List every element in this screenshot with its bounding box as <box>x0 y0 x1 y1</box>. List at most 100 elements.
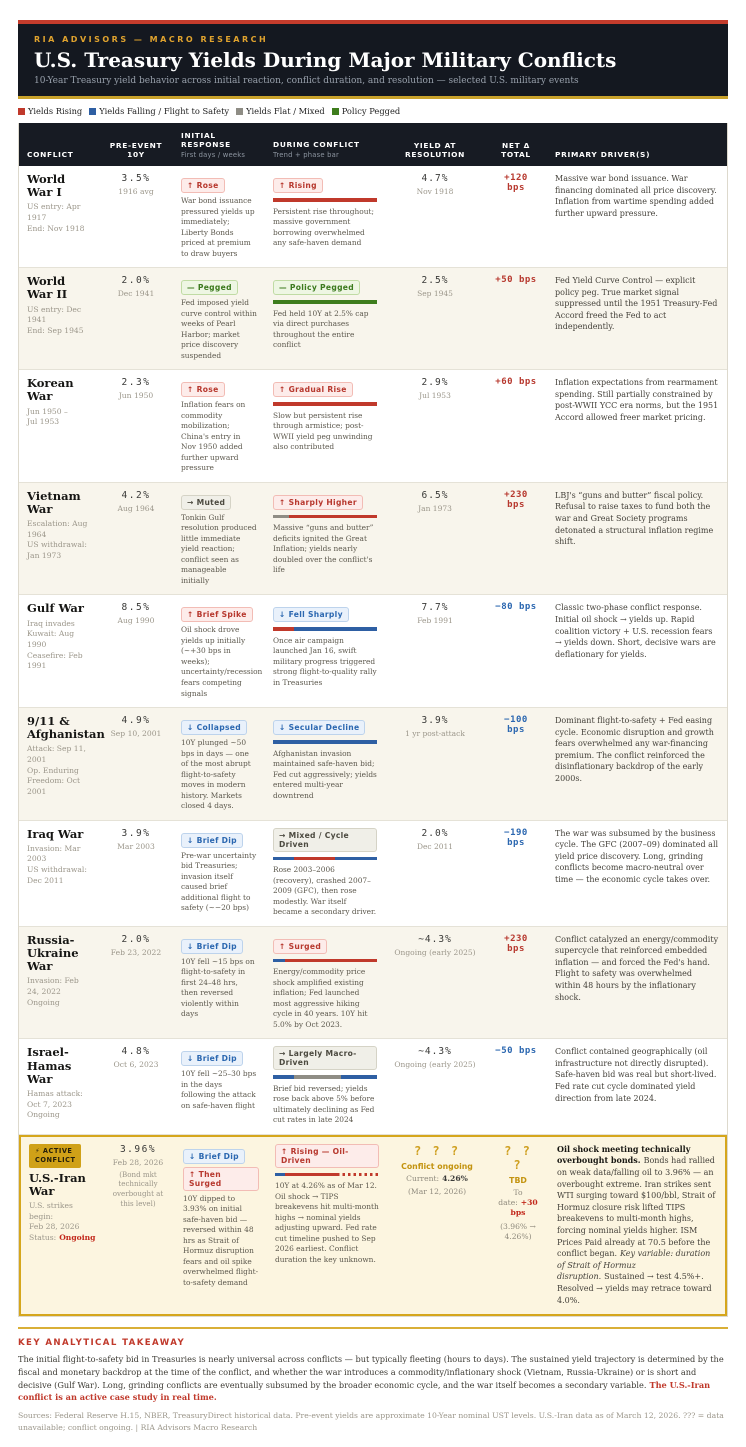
resolution-cell: ~4.3% Ongoing (early 2025) <box>385 1039 485 1134</box>
driver-cell: LBJ's “guns and butter” fiscal policy. R… <box>547 483 727 595</box>
trend-badge: ↓ Brief Dip <box>181 938 243 954</box>
trend-badge: ↑ Gradual Rise <box>273 382 353 398</box>
pre-event-cell: 4.2% Aug 1964 <box>99 483 173 595</box>
driver-text: Oil shock meeting technically overbought… <box>557 1144 717 1306</box>
legend-item: Policy Pegged <box>331 106 401 116</box>
conflict-name: Iraq War <box>27 826 84 841</box>
pre-event-date: Jun 1950 <box>118 391 154 401</box>
trend-badge: ↑ Brief Spike <box>181 607 253 623</box>
legend-item: Yields Rising <box>18 106 82 116</box>
legend: Yields Rising Yields Falling / Flight to … <box>18 106 728 116</box>
initial-response-text: Pre-war uncertainty bid Treasuries; inva… <box>181 850 257 913</box>
table-row: 9/11 & Afghanistan Attack: Sep 11, 2001 Op… <box>19 708 727 821</box>
resolution-cell: 2.9% Jul 1953 <box>385 370 485 482</box>
resolution-current-value: 4.26% <box>442 1173 468 1183</box>
trend-badge: ↓ Brief Dip <box>183 1148 245 1164</box>
driver-cell: Oil shock meeting technically overbought… <box>549 1137 725 1314</box>
footer: KEY ANALYTICAL TAKEAWAY The initial flig… <box>18 1338 728 1433</box>
resolution-current: Current: 4.26% <box>395 1174 479 1184</box>
during-conflict-cell: — Policy Pegged Fed held 10Y at 2.5% cap … <box>265 268 385 369</box>
driver-body: Conflict contained geographically (oil i… <box>555 1047 717 1103</box>
phase-bar-segment <box>273 740 377 744</box>
resolution-date: Sep 1945 <box>417 289 453 299</box>
takeaway-text: The initial flight-to-safety bid in Trea… <box>18 1353 728 1404</box>
resolution-cell: 7.7% Feb 1991 <box>385 595 485 707</box>
resolution-cell: 3.9% 1 yr post-attack <box>385 708 485 820</box>
conflict-date: Ongoing <box>27 1110 60 1120</box>
pre-event-cell: 2.3% Jun 1950 <box>99 370 173 482</box>
initial-response-cell: ↑ Rose Inflation fears on commodity mobil… <box>173 370 265 482</box>
trend-badge-row: ↑ Brief Spike <box>181 602 257 625</box>
column-header: YIELD AT RESOLUTION <box>385 123 485 166</box>
driver-text: The war was subsumed by the business cyc… <box>555 828 719 886</box>
net-delta-value: −100 bps <box>504 715 528 736</box>
pre-event-date: Aug 1964 <box>117 503 155 513</box>
resolution-value: 2.0% <box>421 827 449 839</box>
resolution-cell: 4.7% Nov 1918 <box>385 166 485 267</box>
phase-bar <box>273 958 377 963</box>
trend-badge-row: ↓ Collapsed <box>181 715 257 738</box>
active-conflict-badge-line: CONFLICT <box>35 1155 76 1164</box>
net-delta-value: +230 bps <box>504 933 528 954</box>
net-delta-value: +60 bps <box>495 377 537 388</box>
legend-swatch-icon <box>331 107 339 115</box>
driver-cell: Inflation expectations from rearmament s… <box>547 370 727 482</box>
conflict-name: Israel-Hamas War <box>27 1045 72 1086</box>
initial-response-cell: ↑ Rose War bond issuance pressured yields… <box>173 166 265 267</box>
driver-text: Conflict catalyzed an energy/commodity s… <box>555 934 719 1004</box>
pre-event-cell: 3.96% Feb 28, 2026 (Bond mkt technically o… <box>101 1137 175 1314</box>
pre-event-date: Aug 1990 <box>117 616 155 626</box>
initial-response-cell: ↓ Brief Dip Pre-war uncertainty bid Treas… <box>173 821 265 926</box>
conflict-date: Invasion: Mar 2003 <box>27 843 81 864</box>
resolution-value: 4.7% <box>421 173 449 184</box>
conflict-date: Attack: Sep 11, 2001 <box>27 744 86 765</box>
trend-badge: → Muted <box>181 494 232 510</box>
conflict-date: Invasion: Feb 24, 2022 <box>27 976 79 996</box>
legend-swatch-icon <box>236 107 244 115</box>
during-conflict-cell: ↑ Rising Persistent rise throughout; mass… <box>265 166 385 267</box>
conflict-cell: Israel-Hamas War Hamas attack: Oct 7, 202… <box>19 1039 99 1134</box>
trend-badge-row: ↑ Rising <box>273 173 377 196</box>
trend-badge-row: ↑ Rising — Oil-Driven <box>275 1143 379 1171</box>
during-conflict-text: Massive “guns and butter” deficits ignit… <box>273 523 374 575</box>
during-conflict-cell: ↓ Secular Decline Afghanistan invasion ma… <box>265 708 385 820</box>
pre-event-date: Oct 6, 2023 <box>113 1060 159 1070</box>
trend-badge: ↓ Brief Dip <box>181 1051 243 1067</box>
conflict-date: End: Sep 1945 <box>27 325 84 335</box>
pre-event-cell: 4.9% Sep 10, 2001 <box>99 708 173 820</box>
conflict-cell: Gulf War Iraq invades Kuwait: Aug 1990 Cea… <box>19 595 99 707</box>
driver-cell: Dominant flight-to-safety + Fed easing c… <box>547 708 727 820</box>
page-title: U.S. Treasury Yields During Major Milita… <box>34 48 617 72</box>
driver-body: Dominant flight-to-safety + Fed easing c… <box>555 716 714 783</box>
net-delta-value: −50 bps <box>495 1046 537 1057</box>
legend-label: Policy Pegged <box>341 106 401 116</box>
column-header-sub: Trend + phase bar <box>273 151 339 159</box>
phase-bar <box>275 1172 379 1177</box>
column-header-label: NET Δ TOTAL <box>501 141 531 159</box>
table-row: Vietnam War Escalation: Aug 1964 US withdr… <box>19 482 727 596</box>
net-delta-value: +120 bps <box>504 173 528 193</box>
driver-cell: Fed Yield Curve Control — explicit polic… <box>547 268 727 369</box>
resolution-date: Dec 2011 <box>416 841 454 851</box>
column-header-label: DURING CONFLICT <box>273 140 360 149</box>
resolution-value: 2.5% <box>421 275 449 287</box>
resolution-value: ~4.3% <box>418 1046 452 1058</box>
phase-bar-segment <box>273 402 377 406</box>
conflict-name: Korean War <box>27 376 74 404</box>
phase-bar-segment <box>275 1172 286 1177</box>
conflict-date: Jun 1950 – <box>27 406 68 416</box>
conflict-name: 9/11 & Afghanistan <box>27 714 105 742</box>
trend-badge-row: ↑ Surged <box>273 934 377 957</box>
phase-bar-segment <box>273 627 294 631</box>
conflict-date: Escalation: Aug 1964 <box>27 519 88 539</box>
trend-badge: → Mixed / Cycle Driven <box>273 827 377 852</box>
pre-event-cell: 2.0% Dec 1941 <box>99 268 173 369</box>
conflict-cell: ⚡ ACTIVE CONFLICT U.S.-Iran War U.S. strike… <box>21 1137 101 1314</box>
driver-body: The war was subsumed by the business cyc… <box>555 828 719 884</box>
pre-event-value: 8.5% <box>121 602 151 614</box>
driver-text: Classic two-phase conflict response. Ini… <box>555 602 719 660</box>
trend-badge-row: — Policy Pegged <box>273 275 377 298</box>
sources-note: Sources: Federal Reserve H.15, NBER, Tre… <box>18 1410 724 1432</box>
pre-event-value: 2.3% <box>121 377 151 389</box>
phase-bar-segment <box>273 514 289 519</box>
